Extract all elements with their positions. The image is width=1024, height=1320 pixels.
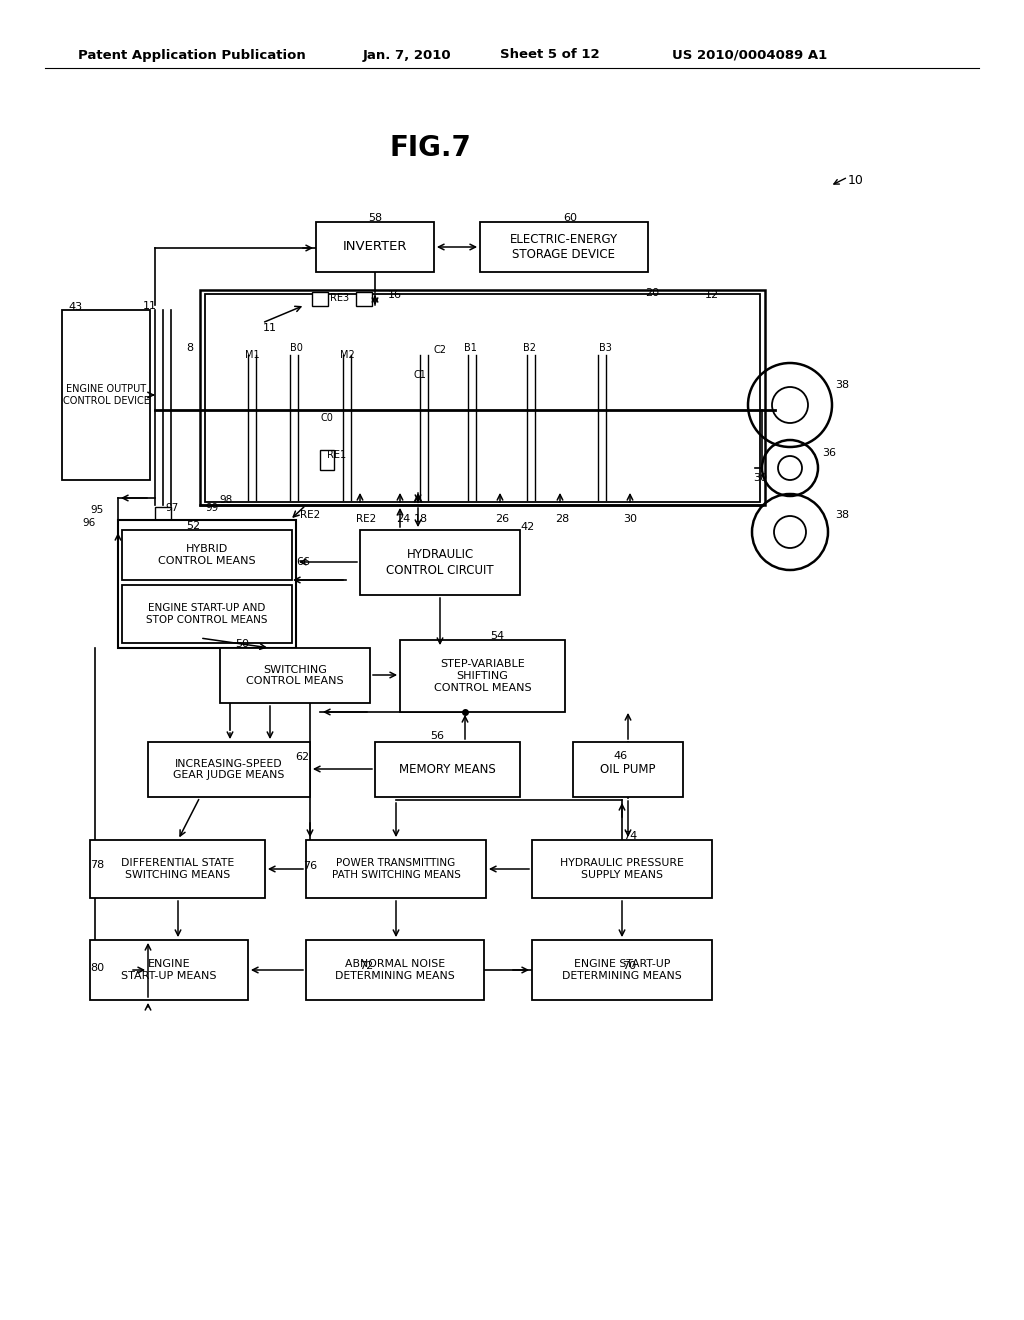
Text: 58: 58 [368,213,382,223]
Text: 80: 80 [90,964,104,973]
Text: 46: 46 [613,751,628,762]
Text: 16: 16 [388,290,402,300]
Text: 62: 62 [295,752,309,762]
Text: 24: 24 [396,513,411,524]
Bar [573,742,683,797]
Bar [90,840,265,898]
Text: 38: 38 [835,510,849,520]
Text: B0: B0 [290,343,302,352]
Bar [360,531,520,595]
Text: OIL PUMP: OIL PUMP [600,763,655,776]
Bar [375,742,520,797]
Text: 12: 12 [705,290,719,300]
Text: Sheet 5 of 12: Sheet 5 of 12 [500,49,600,62]
Text: 10: 10 [848,173,864,186]
Bar [62,310,150,480]
Text: 26: 26 [495,513,509,524]
Text: 36: 36 [822,447,836,458]
Bar [312,292,328,306]
Bar [122,531,292,579]
Text: M2: M2 [340,350,354,360]
Text: C1: C1 [414,370,426,380]
Text: HYBRID
CONTROL MEANS: HYBRID CONTROL MEANS [158,544,256,566]
Text: 43: 43 [68,302,82,312]
Bar [480,222,648,272]
Text: ELECTRIC-ENERGY
STORAGE DEVICE: ELECTRIC-ENERGY STORAGE DEVICE [510,234,618,261]
Text: 66: 66 [296,557,310,568]
Text: B3: B3 [599,343,611,352]
Text: RE3: RE3 [331,293,349,304]
Text: 38: 38 [835,380,849,389]
Text: INVERTER: INVERTER [343,240,408,253]
Text: 98: 98 [219,495,232,506]
Text: 52: 52 [186,521,200,531]
Text: 28: 28 [555,513,569,524]
Text: ENGINE START-UP
DETERMINING MEANS: ENGINE START-UP DETERMINING MEANS [562,960,682,981]
Text: DIFFERENTIAL STATE
SWITCHING MEANS: DIFFERENTIAL STATE SWITCHING MEANS [121,858,234,880]
Text: M1: M1 [245,350,259,360]
Bar [356,292,372,306]
Bar [316,222,434,272]
Bar [532,840,712,898]
Text: C2: C2 [433,345,446,355]
Text: MEMORY MEANS: MEMORY MEANS [399,763,496,776]
Text: 78: 78 [90,861,104,870]
Text: 96: 96 [82,517,95,528]
Bar [306,940,484,1001]
Text: SWITCHING
CONTROL MEANS: SWITCHING CONTROL MEANS [246,665,344,686]
Text: 56: 56 [430,731,444,741]
Text: C0: C0 [321,413,334,422]
Text: 70: 70 [622,961,636,972]
Text: 20: 20 [645,288,659,298]
Bar [90,940,248,1001]
Text: 97: 97 [165,503,178,513]
Bar [532,940,712,1001]
Bar [400,640,565,711]
Bar [205,294,760,502]
Text: HYDRAULIC
CONTROL CIRCUIT: HYDRAULIC CONTROL CIRCUIT [386,549,494,577]
Bar [118,520,296,648]
Text: RE2: RE2 [300,510,321,520]
Text: ENGINE OUTPUT
CONTROL DEVICE: ENGINE OUTPUT CONTROL DEVICE [62,384,150,405]
Text: 74: 74 [623,832,637,841]
Bar [306,840,486,898]
Bar [319,450,334,470]
Text: STEP-VARIABLE
SHIFTING
CONTROL MEANS: STEP-VARIABLE SHIFTING CONTROL MEANS [434,660,531,693]
Text: Patent Application Publication: Patent Application Publication [78,49,306,62]
Bar [220,648,370,704]
Text: POWER TRANSMITTING
PATH SWITCHING MEANS: POWER TRANSMITTING PATH SWITCHING MEANS [332,858,461,880]
Text: 54: 54 [490,631,504,642]
Text: 72: 72 [358,961,373,972]
Bar [155,507,171,523]
Text: FIG.7: FIG.7 [389,135,471,162]
Text: 42: 42 [520,521,535,532]
Text: Jan. 7, 2010: Jan. 7, 2010 [362,49,452,62]
Text: 11: 11 [143,301,157,312]
Text: 8: 8 [186,343,194,352]
Text: ENGINE START-UP AND
STOP CONTROL MEANS: ENGINE START-UP AND STOP CONTROL MEANS [146,603,267,624]
Text: HYDRAULIC PRESSURE
SUPPLY MEANS: HYDRAULIC PRESSURE SUPPLY MEANS [560,858,684,880]
Text: ENGINE
START-UP MEANS: ENGINE START-UP MEANS [121,960,217,981]
Text: 18: 18 [414,513,428,524]
Text: ABNORMAL NOISE
DETERMINING MEANS: ABNORMAL NOISE DETERMINING MEANS [335,960,455,981]
Bar [148,742,310,797]
Text: 11: 11 [263,323,278,333]
Bar [200,290,765,506]
Text: 76: 76 [303,861,317,871]
Bar [122,585,292,643]
Text: RE2: RE2 [356,513,376,524]
Text: US 2010/0004089 A1: US 2010/0004089 A1 [672,49,827,62]
Text: B1: B1 [464,343,476,352]
Text: 30: 30 [623,513,637,524]
Text: 30: 30 [753,473,767,483]
Text: 95: 95 [90,506,103,515]
Text: 50: 50 [234,639,249,649]
Text: 99: 99 [206,503,219,513]
Text: 60: 60 [563,213,577,223]
Text: B2: B2 [523,343,537,352]
Text: INCREASING-SPEED
GEAR JUDGE MEANS: INCREASING-SPEED GEAR JUDGE MEANS [173,759,285,780]
Text: RE1: RE1 [328,450,346,459]
